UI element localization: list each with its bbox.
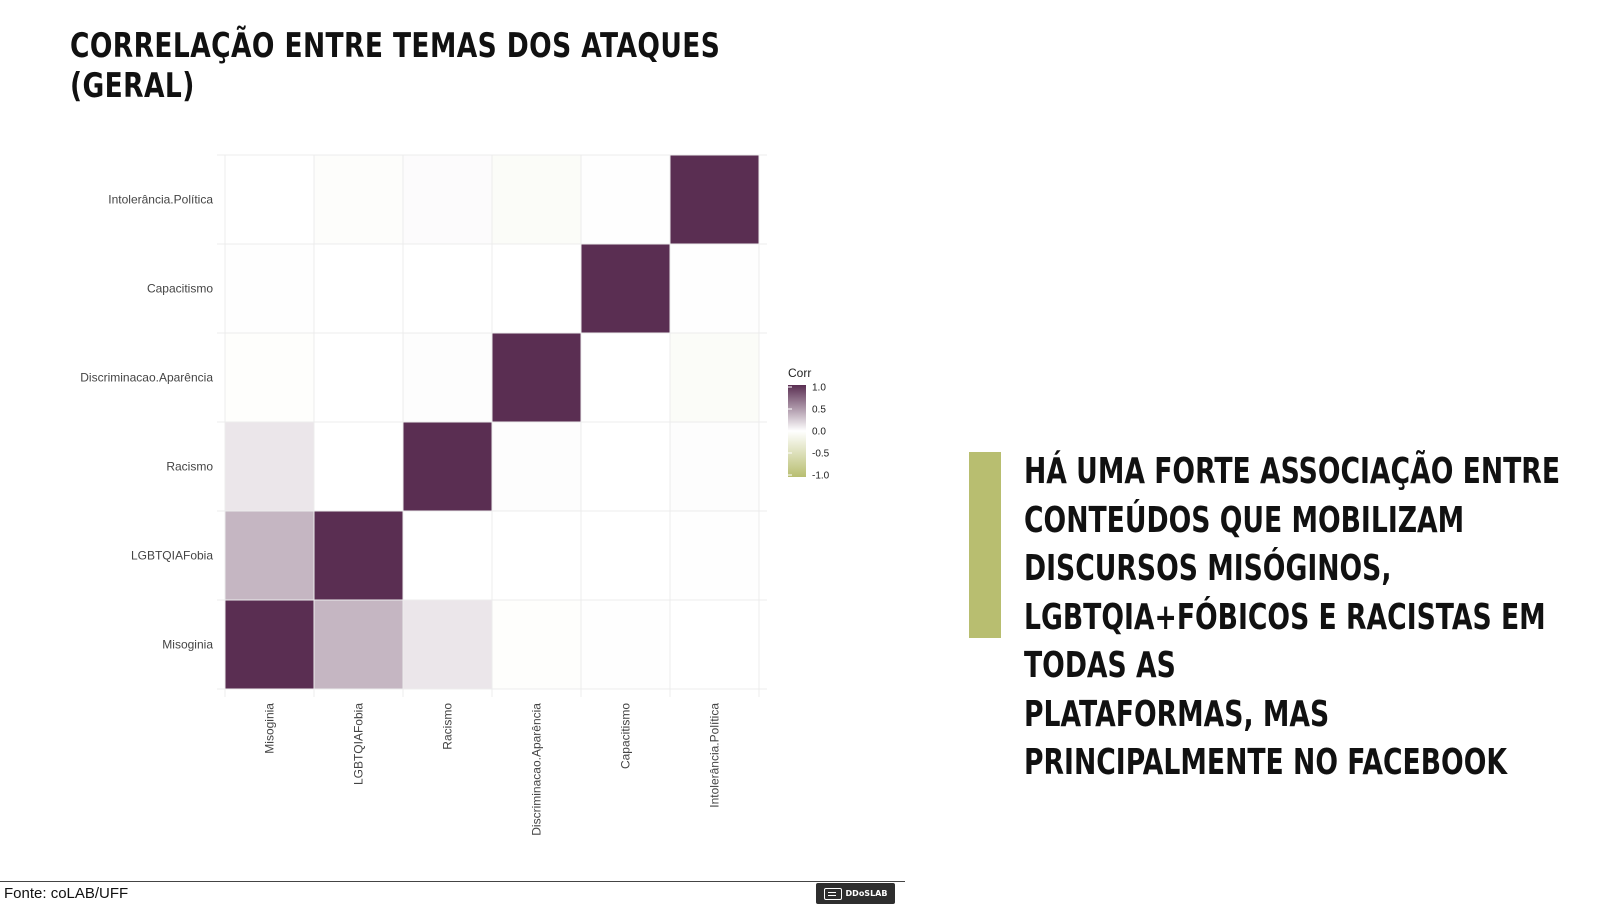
y-tick-label: Misoginia bbox=[162, 638, 213, 652]
heatmap-cell bbox=[492, 511, 581, 600]
callout-line: todas as bbox=[1024, 645, 1176, 686]
callout-line: discursos misóginos, bbox=[1024, 548, 1392, 589]
heatmap-cell bbox=[581, 422, 670, 511]
heatmap-cell bbox=[670, 155, 759, 244]
callout-line: LGBTQIA+fóbicos e racistas em bbox=[1024, 596, 1546, 638]
heatmap-cell bbox=[581, 511, 670, 600]
heatmap-cell bbox=[581, 600, 670, 689]
heatmap-cell bbox=[225, 155, 314, 244]
logo-text: DDoSLAB bbox=[845, 889, 888, 898]
legend-tick-label: -1.0 bbox=[812, 471, 830, 482]
legend-tick-label: -0.5 bbox=[812, 449, 830, 460]
heatmap-cell bbox=[492, 600, 581, 689]
heatmap-cell bbox=[670, 244, 759, 333]
heatmap-cell bbox=[403, 422, 492, 511]
y-tick-label: Racismo bbox=[166, 460, 213, 474]
heatmap-cell bbox=[670, 422, 759, 511]
heatmap-cell bbox=[492, 155, 581, 244]
x-tick-label: Capacitismo bbox=[619, 703, 633, 769]
heatmap-cell bbox=[670, 333, 759, 422]
heatmap-cell bbox=[225, 600, 314, 689]
footer-divider bbox=[0, 881, 905, 882]
callout-line: conteúdos que mobilizam bbox=[1024, 499, 1465, 541]
heatmap-cell bbox=[314, 155, 403, 244]
legend: Corr 1.0 0.5 0.0 -0.5 -1.0 bbox=[788, 366, 830, 482]
callout-accent-bar bbox=[969, 452, 1001, 638]
legend-tick-label: 0.5 bbox=[812, 405, 826, 416]
heatmap-cell bbox=[492, 333, 581, 422]
heatmap-cell bbox=[403, 244, 492, 333]
chat-icon bbox=[823, 887, 842, 900]
heatmap-cell bbox=[670, 600, 759, 689]
source-credit: Fonte: coLAB/UFF bbox=[4, 885, 129, 902]
heatmap-cell bbox=[314, 511, 403, 600]
heatmap-cell bbox=[314, 244, 403, 333]
y-tick-label: LGBTQIAFobia bbox=[131, 549, 213, 563]
heatmap-cells bbox=[225, 155, 759, 689]
ddoslab-logo: DDoSLAB bbox=[816, 883, 895, 904]
y-tick-label: Capacitismo bbox=[147, 282, 213, 296]
x-tick-label: Misoginia bbox=[263, 703, 277, 754]
x-tick-label: Discriminacao.Aparência bbox=[530, 703, 544, 836]
heatmap-cell bbox=[225, 333, 314, 422]
heatmap-cell bbox=[225, 511, 314, 600]
callout-text: Há uma forte associação entre conteúdos q… bbox=[1024, 448, 1561, 788]
heatmap-cell bbox=[581, 155, 670, 244]
legend-tick-label: 1.0 bbox=[812, 383, 826, 394]
heatmap-cell bbox=[314, 333, 403, 422]
callout-line: plataformas, mas bbox=[1024, 693, 1330, 735]
heatmap-cell bbox=[403, 511, 492, 600]
y-axis-labels: Misoginia LGBTQIAFobia Racismo Discriminaca… bbox=[80, 193, 213, 652]
heatmap-cell bbox=[314, 422, 403, 511]
heatmap-cell bbox=[492, 422, 581, 511]
heatmap-cell bbox=[670, 511, 759, 600]
heatmap-grid bbox=[217, 154, 767, 697]
page-title-line-2: (geral) bbox=[70, 66, 195, 106]
y-tick-label: Intolerância.Política bbox=[108, 193, 213, 207]
correlation-heatmap: Misoginia LGBTQIAFobia Racismo Discriminaca… bbox=[80, 154, 830, 836]
heatmap-cell bbox=[492, 244, 581, 333]
legend-tick-label: 0.0 bbox=[812, 427, 826, 438]
legend-title: Corr bbox=[788, 366, 811, 380]
y-tick-label: Discriminacao.Aparência bbox=[80, 371, 213, 385]
x-tick-label: LGBTQIAFobia bbox=[352, 703, 366, 785]
heatmap-cell bbox=[581, 244, 670, 333]
heatmap-cell bbox=[403, 333, 492, 422]
x-axis-labels: Misoginia LGBTQIAFobia Racismo Discriminaca… bbox=[263, 703, 722, 836]
heatmap-cell bbox=[403, 600, 492, 689]
x-tick-label: Racismo bbox=[441, 703, 455, 750]
heatmap-cell bbox=[225, 244, 314, 333]
x-tick-label: Intolerância.Política bbox=[708, 703, 722, 808]
heatmap-cell bbox=[403, 155, 492, 244]
heatmap-cell bbox=[225, 422, 314, 511]
callout-line: Há uma forte associação entre bbox=[1024, 451, 1561, 492]
legend-colorbar bbox=[788, 385, 806, 477]
heatmap-cell bbox=[314, 600, 403, 689]
heatmap-cell bbox=[581, 333, 670, 422]
callout-line: principalmente no Facebook bbox=[1024, 742, 1508, 783]
